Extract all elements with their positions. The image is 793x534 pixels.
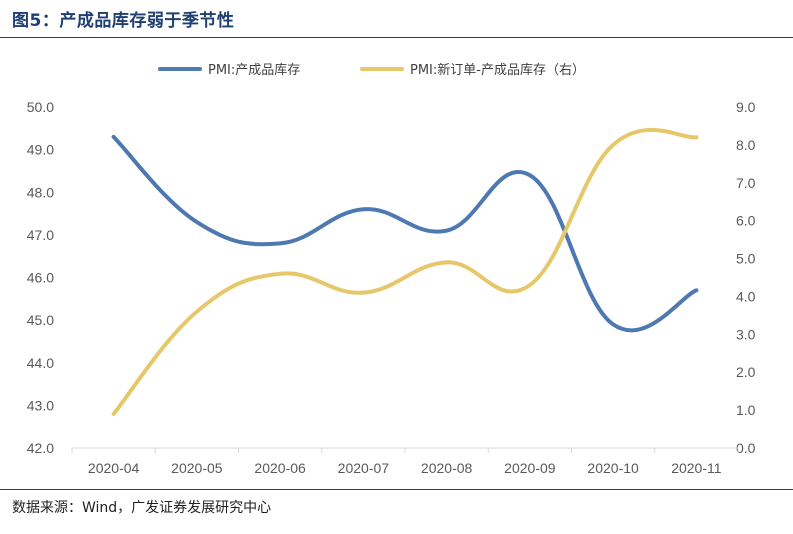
x-axis-tick-label: 2020-07 bbox=[338, 460, 390, 476]
x-axis-tick-label: 2020-06 bbox=[254, 460, 306, 476]
right-axis-tick-label: 9.0 bbox=[736, 99, 756, 115]
left-y-axis: 42.0 43.0 44.0 45.0 46.0 47.0 48.0 49.0 50.0 bbox=[27, 99, 54, 456]
series-lines bbox=[111, 127, 699, 416]
x-axis-tick-label: 2020-05 bbox=[171, 460, 223, 476]
x-axis: 2020-04 2020-05 2020-06 2020-07 2020-08 2020-… bbox=[71, 447, 739, 476]
right-axis-tick-label: 4.0 bbox=[736, 288, 756, 304]
left-axis-tick-label: 47.0 bbox=[27, 227, 54, 243]
title-rule bbox=[0, 37, 793, 38]
right-axis-tick-label: 6.0 bbox=[736, 213, 756, 229]
right-axis-tick-label: 1.0 bbox=[736, 402, 756, 418]
left-axis-tick-label: 45.0 bbox=[27, 312, 54, 328]
left-axis-tick-label: 44.0 bbox=[27, 355, 54, 371]
left-axis-tick-label: 43.0 bbox=[27, 397, 54, 413]
right-axis-tick-label: 7.0 bbox=[736, 175, 756, 191]
x-axis-tick-label: 2020-09 bbox=[504, 460, 556, 476]
legend-label: PMI:新订单-产成品库存（右） bbox=[410, 62, 585, 78]
right-axis-tick-label: 8.0 bbox=[736, 137, 756, 153]
left-axis-tick-label: 48.0 bbox=[27, 184, 54, 200]
legend: PMI:产成品库存 PMI:新订单-产成品库存（右） bbox=[158, 62, 585, 78]
x-axis-tick-label: 2020-08 bbox=[421, 460, 473, 476]
x-axis-tick-label: 2020-10 bbox=[587, 460, 639, 476]
x-axis-tick-label: 2020-04 bbox=[88, 460, 140, 476]
legend-label: PMI:产成品库存 bbox=[208, 62, 300, 78]
chart-title: 图5：产成品库存弱于季节性 bbox=[12, 11, 235, 31]
left-axis-tick-label: 46.0 bbox=[27, 270, 54, 286]
right-axis-tick-label: 3.0 bbox=[736, 326, 756, 342]
footer-rule bbox=[0, 489, 793, 490]
right-axis-tick-label: 2.0 bbox=[736, 364, 756, 380]
left-axis-tick-label: 50.0 bbox=[27, 99, 54, 115]
series-line-inventory bbox=[111, 134, 699, 333]
x-axis-tick-label: 2020-11 bbox=[671, 460, 722, 476]
right-axis-tick-label: 5.0 bbox=[736, 251, 756, 267]
right-y-axis: 0.0 1.0 2.0 3.0 4.0 5.0 6.0 7.0 8.0 9.0 bbox=[736, 99, 756, 456]
series-line-neworders-minus-inventory bbox=[111, 127, 699, 416]
source-note: 数据来源：Wind，广发证券发展研究中心 bbox=[12, 500, 272, 516]
left-axis-tick-label: 42.0 bbox=[27, 440, 54, 456]
right-axis-tick-label: 0.0 bbox=[736, 440, 756, 456]
left-axis-tick-label: 49.0 bbox=[27, 142, 54, 158]
